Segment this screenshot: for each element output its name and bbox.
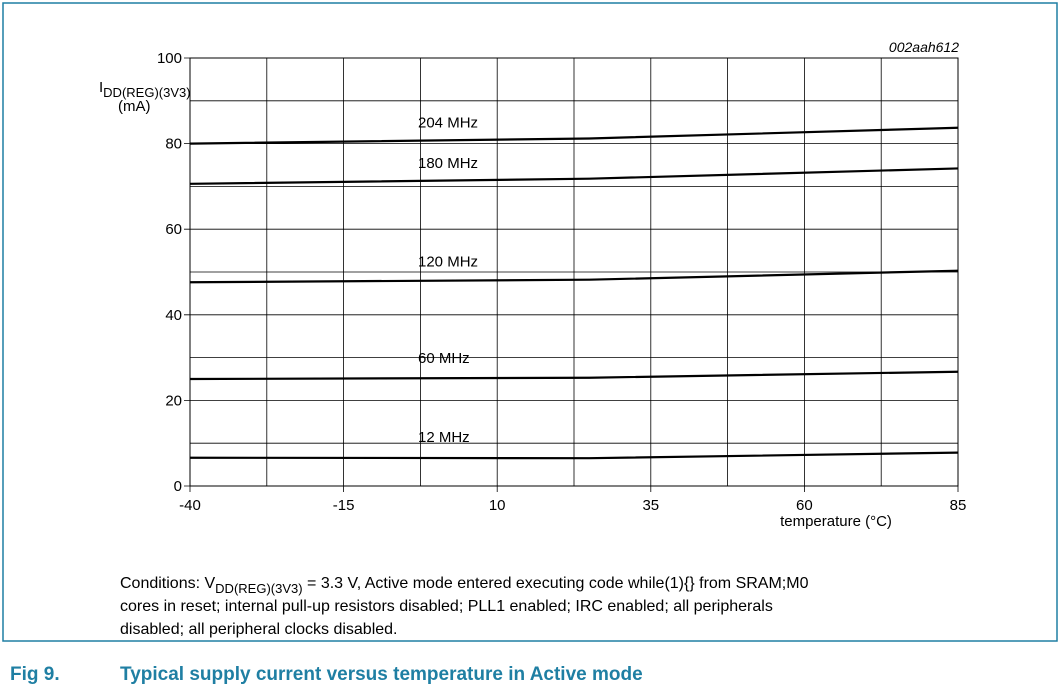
series-label: 12 MHz bbox=[418, 429, 470, 446]
series-label: 204 MHz bbox=[418, 115, 478, 132]
x-axis-label: temperature (°C) bbox=[780, 513, 892, 530]
y-tick-label: 100 bbox=[157, 50, 182, 67]
x-tick-label: 85 bbox=[950, 497, 967, 514]
series-label: 60 MHz bbox=[418, 350, 470, 367]
figure-id: 002aah612 bbox=[889, 39, 959, 55]
series-line bbox=[189, 370, 959, 381]
cond-sub: DD(REG)(3V3) bbox=[215, 581, 302, 596]
conditions-line: Conditions: VDD(REG)(3V3) = 3.3 V, Activ… bbox=[120, 575, 809, 596]
frame bbox=[2, 2, 1058, 642]
series-line bbox=[189, 126, 959, 145]
x-tick-label: 10 bbox=[489, 497, 506, 514]
series-line bbox=[189, 269, 959, 284]
y-axis-label: IDD(REG)(3V3) bbox=[99, 79, 191, 100]
x-tick-label: -40 bbox=[179, 497, 201, 514]
cond-rest: = 3.3 V, Active mode entered executing c… bbox=[303, 575, 809, 592]
y-tick-label: 60 bbox=[165, 221, 182, 238]
series-line bbox=[189, 451, 959, 460]
cond-prefix: Conditions: V bbox=[120, 575, 215, 592]
caption-number: Fig 9. bbox=[10, 664, 60, 685]
y-label-main: I bbox=[99, 79, 103, 96]
x-tick-label: 60 bbox=[796, 497, 813, 514]
x-tick-label: -15 bbox=[333, 497, 355, 514]
y-axis-unit: (mA) bbox=[118, 98, 151, 115]
x-tick-label: 35 bbox=[642, 497, 659, 514]
conditions-line: disabled; all peripheral clocks disabled… bbox=[120, 621, 398, 638]
y-label-sub: DD(REG)(3V3) bbox=[103, 85, 190, 100]
y-tick-label: 40 bbox=[165, 307, 182, 324]
y-tick-label: 20 bbox=[165, 392, 182, 409]
plot-frame bbox=[189, 57, 959, 487]
series-line bbox=[189, 167, 959, 185]
series-label: 120 MHz bbox=[418, 253, 478, 270]
conditions-line: cores in reset; internal pull-up resisto… bbox=[120, 598, 773, 615]
y-tick-label: 80 bbox=[165, 136, 182, 153]
y-tick-label: 0 bbox=[174, 478, 182, 495]
caption-title: Typical supply current versus temperatur… bbox=[120, 664, 643, 685]
series-label: 180 MHz bbox=[418, 155, 478, 172]
